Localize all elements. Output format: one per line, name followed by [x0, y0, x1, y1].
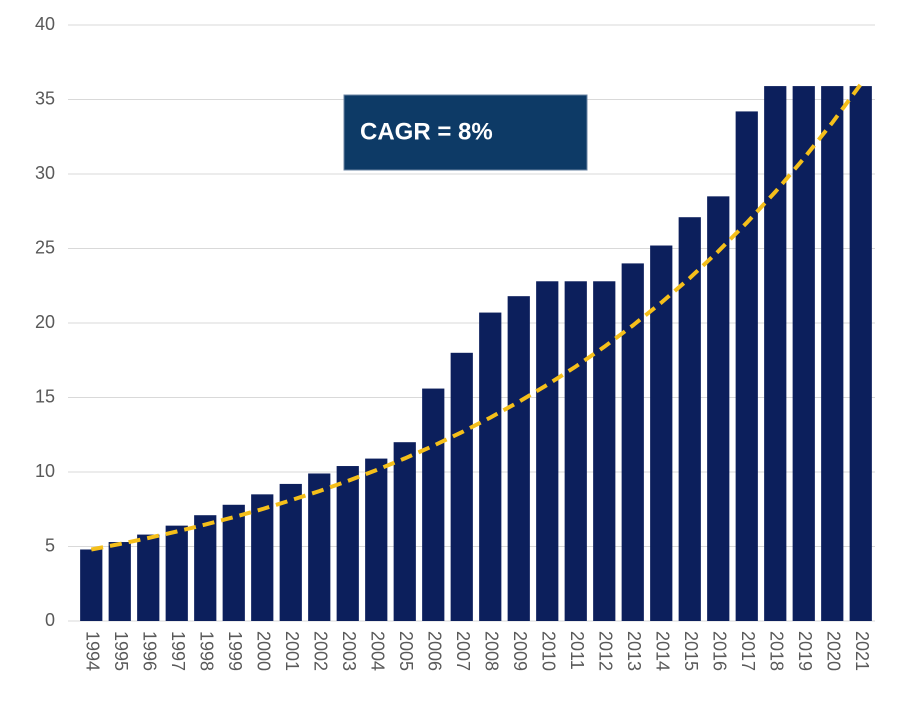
bar	[222, 504, 245, 621]
x-tick-label: 2021	[852, 631, 872, 671]
x-tick-label: 2019	[795, 631, 815, 671]
bar	[137, 534, 160, 621]
x-tick-label: 2005	[396, 631, 416, 671]
bar	[308, 473, 331, 621]
y-tick-label: 5	[45, 535, 55, 555]
x-tick-label: 2003	[339, 631, 359, 671]
x-tick-label: 2014	[653, 631, 673, 671]
y-tick-label: 30	[35, 163, 55, 183]
bar	[564, 281, 587, 621]
x-tick-label: 2012	[596, 631, 616, 671]
bar	[251, 494, 274, 621]
x-tick-label: 2000	[254, 631, 274, 671]
x-tick-label: 1994	[83, 631, 103, 671]
x-tick-label: 1996	[140, 631, 160, 671]
bar	[792, 86, 815, 622]
bar	[593, 281, 616, 621]
x-tick-label: 2007	[453, 631, 473, 671]
bar	[194, 515, 217, 621]
y-tick-label: 25	[35, 237, 55, 257]
x-tick-label: 2018	[767, 631, 787, 671]
bar	[735, 111, 758, 622]
bar	[764, 86, 787, 622]
x-tick-label: 2017	[738, 631, 758, 671]
bar	[279, 483, 302, 621]
bar	[650, 245, 673, 621]
x-tick-label: 2001	[282, 631, 302, 671]
bar	[165, 525, 188, 621]
bar	[422, 388, 445, 621]
bar	[678, 217, 701, 621]
x-tick-label: 1999	[225, 631, 245, 671]
y-tick-label: 40	[35, 14, 55, 34]
x-tick-label: 2020	[824, 631, 844, 671]
x-tick-label: 1998	[197, 631, 217, 671]
bar	[393, 442, 416, 621]
x-tick-label: 2010	[539, 631, 559, 671]
x-tick-label: 2015	[681, 631, 701, 671]
y-tick-label: 20	[35, 312, 55, 332]
x-tick-label: 2002	[311, 631, 331, 671]
x-tick-label: 2013	[624, 631, 644, 671]
x-tick-label: 2006	[425, 631, 445, 671]
bar	[536, 281, 559, 621]
bar	[821, 86, 844, 622]
y-tick-label: 0	[45, 610, 55, 630]
x-tick-label: 2009	[510, 631, 530, 671]
bar	[707, 196, 730, 621]
bar	[849, 86, 872, 622]
bar	[365, 458, 388, 621]
x-tick-label: 2011	[567, 631, 587, 670]
y-tick-label: 35	[35, 88, 55, 108]
bar	[507, 296, 530, 621]
bar	[450, 352, 473, 621]
x-tick-label: 1997	[168, 631, 188, 671]
bar	[479, 312, 502, 621]
x-tick-label: 1995	[111, 631, 131, 671]
annotation: CAGR = 8%	[360, 118, 493, 145]
x-tick-label: 2008	[482, 631, 502, 671]
y-tick-label: 15	[35, 386, 55, 406]
y-tick-label: 10	[35, 461, 55, 481]
trend-line	[90, 83, 863, 552]
x-tick-label: 2004	[368, 631, 388, 671]
annotation-box	[343, 94, 588, 171]
bar	[336, 466, 359, 621]
bar	[80, 549, 103, 621]
bar	[621, 263, 644, 621]
bar	[108, 542, 131, 621]
x-tick-label: 2016	[710, 631, 730, 671]
